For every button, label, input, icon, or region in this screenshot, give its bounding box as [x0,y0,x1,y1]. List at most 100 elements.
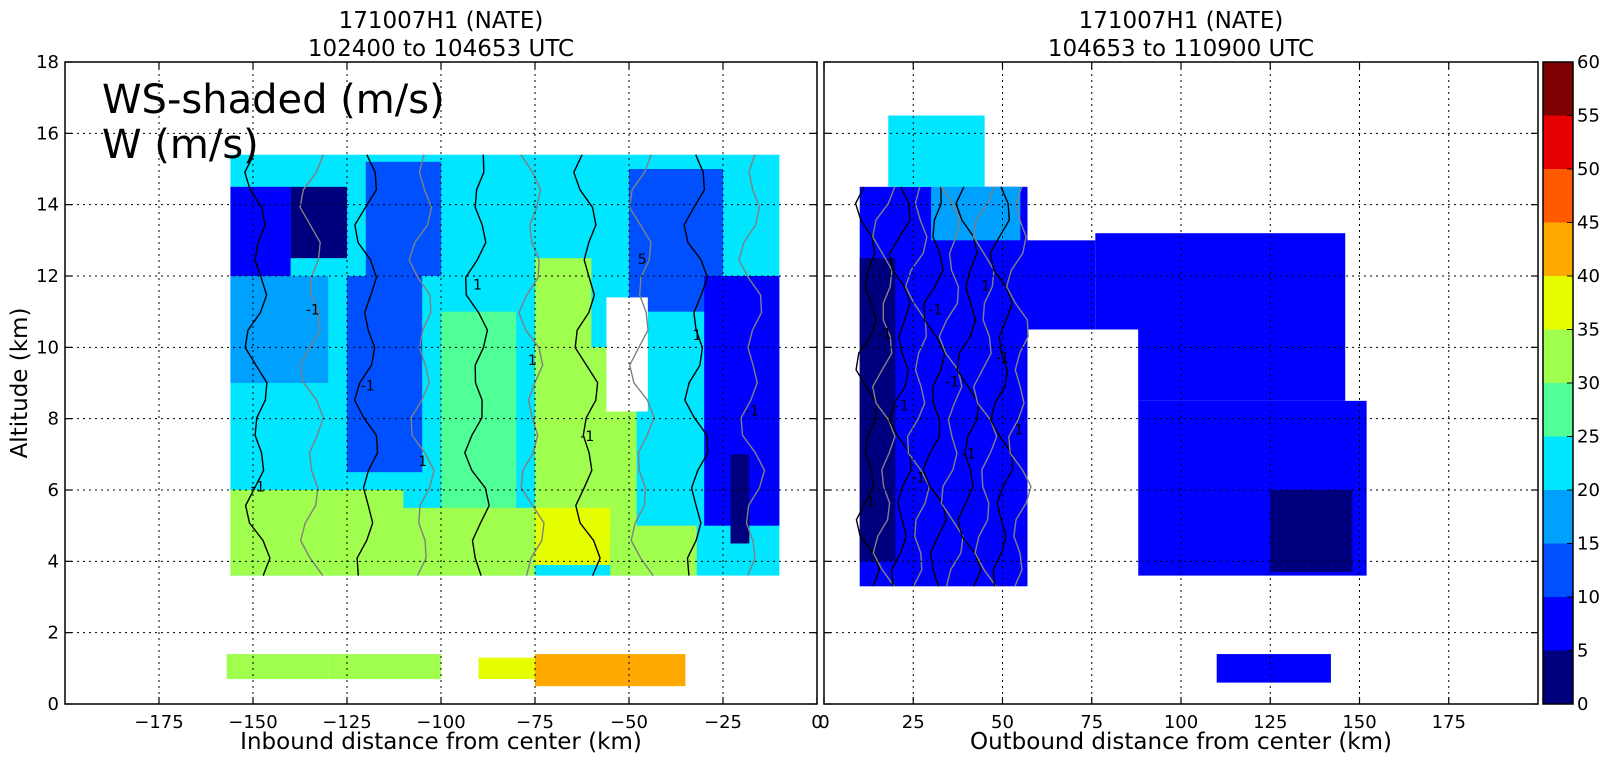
inbound-w-contour-line [573,154,601,576]
outbound-shade-region [859,258,896,562]
outbound-contour-label: -1 [928,303,942,319]
inbound-y-tick-label: 14 [36,195,59,216]
inbound-shade-region [535,654,686,687]
inbound-shade-region [535,258,592,544]
inbound-x-tick-label: −175 [134,712,183,733]
outbound-no-data-region [1027,329,1139,597]
inbound-w-contour-line [518,154,545,576]
inbound-w-contour-line [299,154,325,577]
inbound-x-ticks: −175 −150 −125 −100 −75 −50 −25 0 [134,62,823,733]
outbound-x-tick-label: 25 [902,712,925,733]
panel-outbound-title: 171007H1 (NATE) [1079,8,1284,34]
inbound-y-tick-label: 4 [48,551,59,572]
inbound-x-tick-label: −100 [416,712,465,733]
inbound-contour-label: 5 [638,252,647,268]
colorbar-tick-label: 0 [1577,694,1588,715]
colorbar-segment [1543,62,1573,116]
outbound-x-tick-label: 75 [1080,712,1103,733]
inbound-w-contour-line [464,154,490,576]
inbound-y-tick-label: 16 [36,123,59,144]
colorbar-segment [1543,597,1573,651]
panel-inbound-subtitle: 102400 to 104653 UTC [308,36,574,62]
panel-inbound: 171007H1 (NATE) 102400 to 104653 UTC -1 -… [7,8,823,755]
outbound-contour-label: -1 [878,327,892,343]
outbound-x-tick-label: 125 [1253,712,1287,733]
inbound-x-tick-label: 0 [811,712,822,733]
inbound-contour-label: 1 [693,328,702,344]
colorbar-tick-label: 20 [1577,480,1600,501]
inbound-shade-region [328,654,441,680]
inbound-contour-label: -1 [580,429,594,445]
inbound-shade-region [226,654,329,680]
panel-inbound-title: 171007H1 (NATE) [339,8,544,34]
annotation-ws-shaded: WS-shaded (m/s) [102,77,445,123]
inbound-contour-label: 1 [528,353,537,369]
colorbar-segment [1543,276,1573,330]
outbound-w-contour-line [922,186,948,587]
inbound-x-tick-label: −75 [516,712,554,733]
colorbar-tick-label: 45 [1577,213,1600,234]
inbound-y-ticks: 0 2 4 6 8 10 12 14 16 18 [36,52,817,715]
outbound-w-contour-line [904,186,931,587]
outbound-x-tick-label: 0 [818,712,829,733]
inbound-shade-region [478,657,535,680]
inbound-shade-region [230,490,404,576]
outbound-x-tick-label: 175 [1432,712,1466,733]
outbound-shade-region [1216,654,1331,683]
colorbar-segment [1543,490,1573,544]
outbound-y-ticks [824,61,1538,705]
inbound-w-contour-line [244,154,271,576]
inbound-y-tick-label: 18 [36,52,59,73]
inbound-contour-label: -1 [745,404,759,420]
inbound-x-tick-label: −125 [322,712,371,733]
inbound-w-contour-line [353,154,379,576]
outbound-contour-label: -1 [995,351,1009,367]
outbound-contour-label: -1 [962,446,976,462]
inbound-no-data-region [606,297,648,412]
outbound-w-contour-line [972,186,998,587]
panel-outbound: 171007H1 (NATE) 104653 to 110900 UTC -1 -… [818,8,1539,755]
inbound-contour-label: -1 [361,378,375,394]
inbound-grid [65,62,817,704]
outbound-grid [824,62,1538,704]
outbound-shade-region [1020,240,1096,330]
panel-outbound-subtitle: 104653 to 110900 UTC [1048,36,1314,62]
colorbar-tick-label: 25 [1577,427,1600,448]
inbound-x-tick-label: −25 [704,712,742,733]
colorbar-segment [1543,169,1573,223]
colorbar-tick-label: 55 [1577,106,1600,127]
inbound-x-tick-label: −50 [610,712,648,733]
outbound-x-tick-label: 150 [1342,712,1376,733]
inbound-w-contour-line [408,154,435,576]
colorbar-segment [1543,222,1573,276]
inbound-w-contour-line [683,154,709,576]
colorbar-segment [1543,115,1573,169]
colorbar-tick-label: 10 [1577,587,1600,608]
inbound-y-tick-label: 8 [48,409,59,430]
inbound-shade-region [347,276,423,473]
outbound-w-contours: -1 -1 -1 -1 -1 -1 -1 1 -1 1 [854,186,1032,587]
inbound-x-axis-label: Inbound distance from center (km) [240,729,642,755]
inbound-y-tick-label: 0 [48,694,59,715]
outbound-w-contour-line [888,186,912,587]
outbound-w-contour-line [955,186,982,587]
inbound-contour-label: 1 [473,277,482,293]
colorbar-tick-label: 35 [1577,320,1600,341]
inbound-y-tick-label: 10 [36,337,59,358]
colorbar-tick-label: 40 [1577,266,1600,287]
colorbar-tick-label: 15 [1577,534,1600,555]
colorbar-segment [1543,329,1573,383]
outbound-x-ticks: 0 25 50 75 100 125 150 175 [818,62,1466,733]
colorbar: 0 5 10 15 20 25 30 35 40 45 50 55 60 [1542,52,1600,715]
annotation-w: W (m/s) [102,122,259,168]
outbound-shade-region [931,186,1021,241]
inbound-y-tick-label: 6 [48,480,59,501]
inbound-shade-region [290,186,347,259]
outbound-shade-region [888,115,985,187]
inbound-shade-region [365,161,441,276]
outbound-w-contour-line [989,186,1014,587]
outbound-contour-label: 1 [981,279,990,295]
colorbar-segment [1543,383,1573,437]
